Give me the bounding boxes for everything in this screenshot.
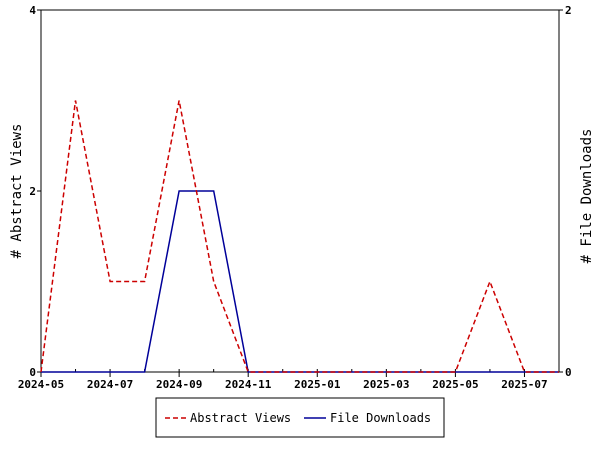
y-axis-right-ticks: 02 [559,4,572,379]
y-right-tick-label: 2 [565,4,572,17]
legend-label-abstract-views: Abstract Views [190,411,291,425]
x-axis-ticks: 2024-05 2024-07 2024-09 2024-11 2025-01 2025-… [18,369,560,391]
y-axis-left-title: # Abstract Views [9,124,25,259]
plot-area [40,9,560,373]
x-tick-label: 2024-07 [87,378,133,391]
x-tick-label: 2024-09 [156,378,202,391]
legend: Abstract Views File Downloads [155,397,445,438]
x-tick-label: 2025-05 [432,378,478,391]
series-layer [40,100,559,373]
y-left-tick-label: 4 [29,4,36,17]
y-left-tick-label: 2 [29,185,36,198]
y-right-tick-label: 0 [565,366,572,379]
y-axis-left-ticks: 0 2 4 [29,4,41,379]
y-axis-right-title: # File Downloads [579,129,595,264]
series-line-abstract-views [40,100,559,373]
x-tick-label: 2025-07 [501,378,547,391]
legend-label-file-downloads: File Downloads [330,411,431,425]
x-tick-label: 2025-01 [294,378,341,391]
x-tick-label: 2024-11 [225,378,272,391]
x-tick-label: 2025-03 [363,378,409,391]
legend-box [155,397,445,438]
x-tick-label: 2024-05 [18,378,64,391]
y-left-tick-label: 0 [29,366,36,379]
